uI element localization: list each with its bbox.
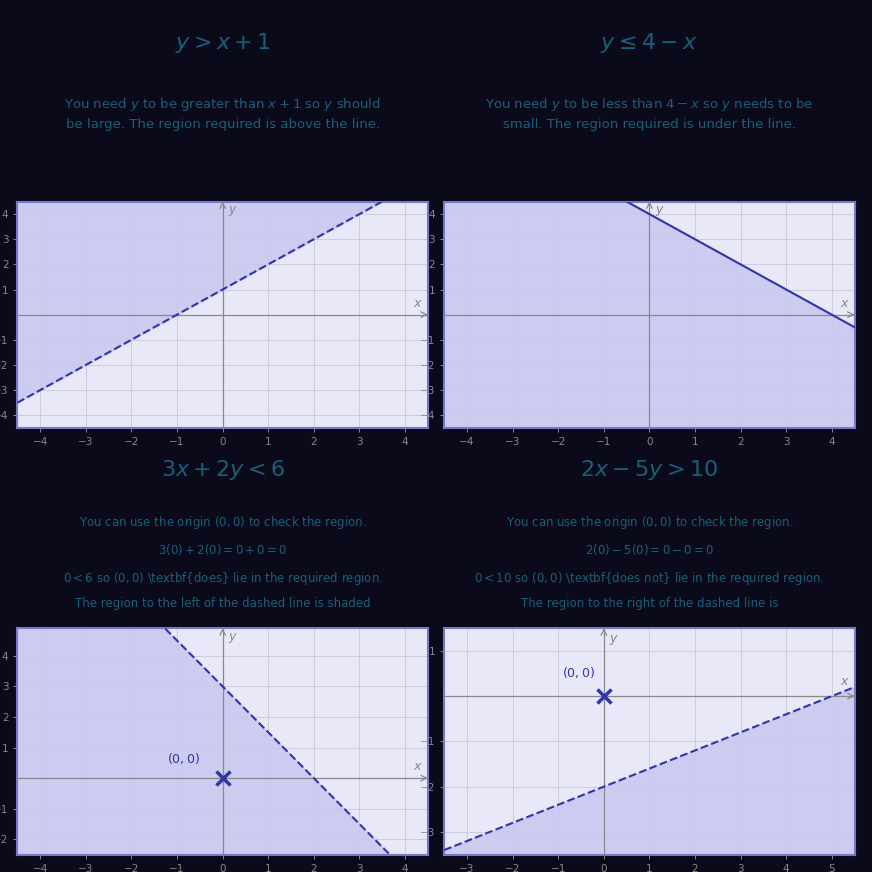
Text: The region to the left of the dashed line is shaded: The region to the left of the dashed lin…	[75, 597, 371, 610]
Text: $(0, 0)$: $(0, 0)$	[167, 751, 200, 766]
Text: $x$: $x$	[841, 675, 850, 688]
Text: $y$: $y$	[655, 204, 664, 218]
Text: $0 < 10$ so $(0, 0)$ \textbf{does not} lie in the required region.: $0 < 10$ so $(0, 0)$ \textbf{does not} l…	[474, 569, 825, 587]
Text: You need $y$ to be greater than $x+1$ so $y$ should
be large. The region require: You need $y$ to be greater than $x+1$ so…	[65, 96, 381, 131]
Text: You need $y$ to be less than $4-x$ so $y$ needs to be
small. The region required: You need $y$ to be less than $4-x$ so $y…	[485, 96, 814, 131]
Text: $y$: $y$	[228, 204, 238, 218]
Text: You can use the origin $(0, 0)$ to check the region.: You can use the origin $(0, 0)$ to check…	[506, 514, 794, 531]
Text: $y > x + 1$: $y > x + 1$	[174, 31, 270, 55]
Text: shaded as it \textbf{does not} contain $(0, 0)$.: shaded as it \textbf{does not} contain $…	[516, 625, 782, 641]
Text: $3(0) + 2(0) = 0 + 0 = 0$: $3(0) + 2(0) = 0 + 0 = 0$	[158, 542, 288, 556]
Text: $x$: $x$	[413, 760, 423, 773]
Text: You can use the origin $(0, 0)$ to check the region.: You can use the origin $(0, 0)$ to check…	[78, 514, 366, 531]
Text: $y$: $y$	[228, 631, 238, 645]
Text: $3x + 2y < 6$: $3x + 2y < 6$	[160, 458, 284, 482]
Text: $y \leq 4 - x$: $y \leq 4 - x$	[601, 31, 698, 55]
Text: $(0, 0)$: $(0, 0)$	[562, 665, 595, 680]
Text: $x$: $x$	[841, 297, 850, 310]
Text: $x$: $x$	[413, 297, 423, 310]
Text: $0 < 6$ so $(0, 0)$ \textbf{does} lie in the required region.: $0 < 6$ so $(0, 0)$ \textbf{does} lie in…	[63, 569, 383, 587]
Text: $y$: $y$	[610, 633, 619, 647]
Text: as it \textbf{does} contain $(0, 0)$.: as it \textbf{does} contain $(0, 0)$.	[125, 625, 321, 641]
Text: $2(0) - 5(0) = 0 - 0 = 0$: $2(0) - 5(0) = 0 - 0 = 0$	[584, 542, 714, 556]
Text: $2x - 5y > 10$: $2x - 5y > 10$	[580, 458, 719, 482]
Text: The region to the right of the dashed line is: The region to the right of the dashed li…	[521, 597, 778, 610]
